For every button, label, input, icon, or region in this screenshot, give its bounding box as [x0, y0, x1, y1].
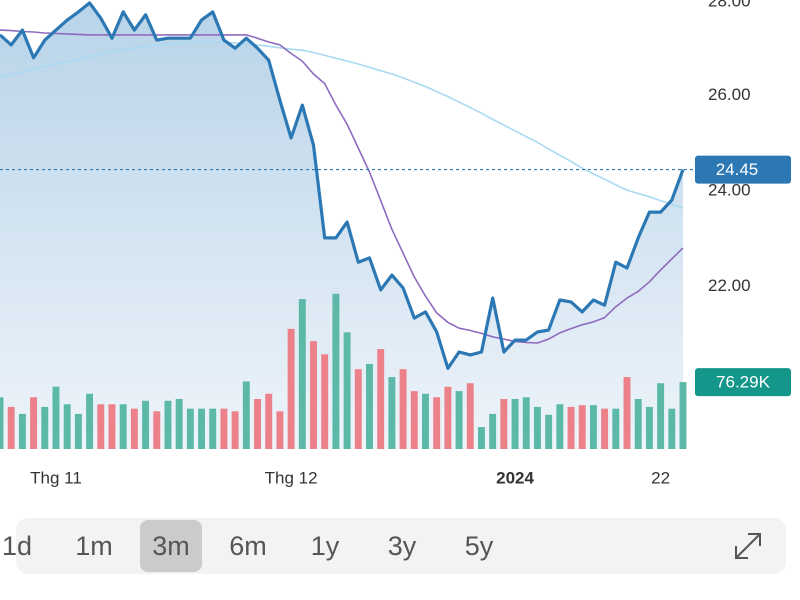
x-tick-label: Thg 12 — [265, 468, 318, 487]
volume-bar — [410, 391, 418, 449]
volume-bar — [7, 406, 15, 449]
y-tick-label: 24.00 — [708, 181, 751, 200]
volume-bar — [130, 408, 138, 449]
volume-bar — [601, 408, 609, 449]
last-price-label: 24.45 — [716, 160, 759, 179]
volume-bar — [657, 383, 665, 449]
range-selector: 1d 1m 3m 6m 1y 3y 5y — [2, 518, 786, 574]
volume-bar — [545, 414, 553, 449]
volume-bar — [679, 382, 687, 449]
chart: 76.29K 24.45 22.00 24.00 26.00 28.00 Thg 11 Thg… — [0, 0, 791, 487]
range-button[interactable]: 3m — [140, 520, 202, 572]
volume-label: 76.29K — [716, 373, 771, 392]
volume-bar — [310, 341, 317, 449]
volume-bar — [388, 377, 396, 449]
volume-bar — [86, 393, 94, 449]
volume-bar — [366, 363, 373, 449]
volume-bar — [0, 397, 4, 449]
volume-bar — [668, 408, 676, 449]
volume-bar — [41, 406, 49, 449]
volume-bar — [63, 404, 71, 449]
volume-bar — [220, 408, 228, 449]
volume-label-box — [695, 368, 791, 397]
volume-bar — [477, 427, 485, 449]
x-tick-label: 2024 — [496, 468, 534, 487]
volume-bar — [97, 404, 105, 449]
volume-bar — [164, 400, 172, 449]
volume-bar — [354, 369, 362, 449]
expand-icon[interactable] — [728, 526, 768, 566]
x-tick-label: Thg 11 — [30, 468, 82, 487]
range-button[interactable]: 1d — [1, 531, 33, 561]
volume-bar — [377, 349, 385, 449]
volume-bar — [567, 406, 575, 449]
volume-bar — [153, 411, 161, 449]
volume-bar — [231, 411, 239, 449]
volume-bar — [422, 393, 429, 449]
volume-bar — [511, 399, 519, 449]
volume-bar — [52, 386, 60, 449]
volume-bar — [119, 404, 127, 449]
volume-bar — [455, 391, 463, 449]
volume-bar — [399, 369, 407, 449]
volume-bar — [265, 393, 273, 449]
moving-average-line — [0, 41, 684, 210]
volume-bar — [444, 386, 452, 449]
x-tick-label: 22 — [651, 468, 670, 487]
volume-bar — [186, 408, 194, 449]
volume-bar — [489, 413, 497, 449]
volume-bar — [30, 397, 38, 449]
volume-bar — [254, 399, 261, 449]
range-button[interactable]: 3y — [387, 531, 417, 561]
volume-bar — [500, 399, 508, 449]
volume-bar — [18, 413, 26, 449]
volume-bar — [533, 406, 541, 449]
volume-bar — [556, 404, 564, 449]
volume-bar — [645, 406, 653, 449]
volume-bar — [634, 399, 642, 449]
price-area — [0, 2, 683, 450]
volume-bar — [287, 328, 295, 449]
volume-bar — [276, 411, 284, 449]
volume-bar — [298, 299, 306, 449]
volume-bar — [242, 381, 250, 449]
price-line — [0, 1, 685, 370]
volume-bar — [175, 399, 183, 449]
volume-bar — [74, 413, 82, 449]
volume-bar — [612, 408, 620, 449]
volume-bar — [433, 397, 441, 449]
volume-bar — [343, 332, 351, 449]
volume-bar — [108, 404, 116, 449]
volume-bar — [321, 354, 329, 449]
range-button[interactable]: 6m — [229, 531, 267, 561]
volume-bar — [142, 400, 150, 449]
volume-bar — [522, 397, 530, 449]
volume-bar — [623, 377, 631, 449]
range-button[interactable]: 5y — [464, 531, 494, 561]
range-button[interactable]: 1m — [75, 531, 113, 561]
volume-bar — [578, 405, 586, 449]
volume-bar — [209, 408, 217, 449]
volume-bar — [332, 293, 340, 449]
range-button[interactable]: 1y — [310, 531, 340, 561]
y-tick-label: 26.00 — [708, 85, 751, 104]
y-tick-label: 22.00 — [708, 276, 751, 295]
volume-bar — [466, 383, 474, 449]
last-price-box — [695, 155, 791, 184]
y-tick-label: 28.00 — [708, 0, 751, 10]
volume-bar — [198, 408, 206, 449]
volume-bar — [589, 405, 597, 449]
